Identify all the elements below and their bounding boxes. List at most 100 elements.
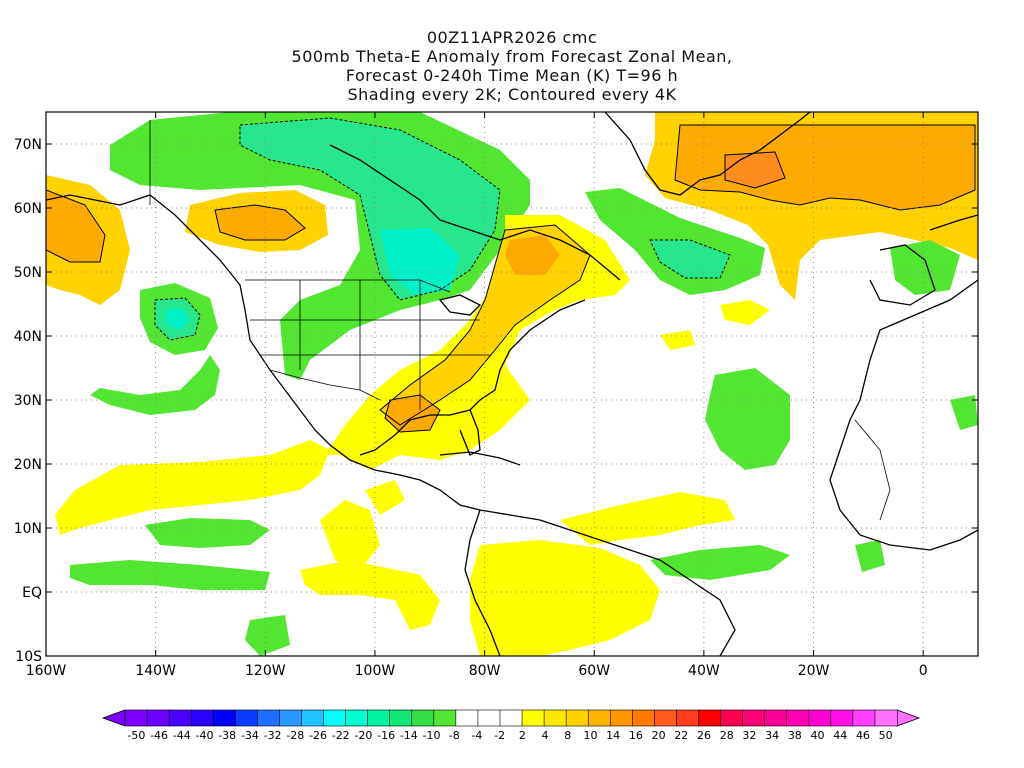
- shade-alaska-warm-core: [46, 190, 105, 262]
- colorbar-swatch: [587, 709, 611, 727]
- colorbar-swatch: [301, 709, 325, 727]
- shade-labrador-cold-core: [650, 240, 730, 278]
- coast-canada-north: [329, 144, 621, 281]
- lat-label: 70N: [14, 137, 42, 153]
- colorbar-swatch: [234, 709, 258, 727]
- lon-label: 60W: [578, 663, 610, 679]
- colorbar-swatch: [609, 709, 633, 727]
- shade-tropical-atlantic-cold: [650, 545, 790, 580]
- colorbar-label: 38: [788, 729, 802, 742]
- colorbar-swatch: [477, 709, 501, 727]
- colorbar-swatch: [433, 709, 457, 727]
- axis-ticks: [45, 112, 978, 657]
- shade-tropical-atlantic-warm: [560, 492, 735, 545]
- colorbar-swatch: [323, 709, 347, 727]
- colorbar-swatch: [543, 709, 567, 727]
- coast-cuba: [439, 451, 521, 466]
- colorbar-label: -26: [309, 729, 327, 742]
- colorbar-swatch: [499, 709, 523, 727]
- colorbar-swatch: [852, 709, 876, 727]
- colorbar-label: -14: [400, 729, 418, 742]
- colorbar-swatch: [742, 709, 766, 727]
- colorbar-label: -2: [494, 729, 505, 742]
- colorbar-swatch: [565, 709, 589, 727]
- political-borders: [149, 120, 891, 521]
- colorbar-swatch: [168, 709, 192, 727]
- longitude-labels: 160W 140W 120W 100W 80W 60W 40W 20W 0: [26, 663, 928, 679]
- colorbar-label: -44: [173, 729, 191, 742]
- colorbar-label: -46: [150, 729, 168, 742]
- lat-label: 10N: [14, 521, 42, 537]
- colorbar-label: 46: [856, 729, 870, 742]
- lon-label: 40W: [688, 663, 720, 679]
- colorbar-label: -20: [354, 729, 372, 742]
- contour-yukon: [214, 204, 306, 241]
- coastlines: [46, 112, 978, 656]
- lon-label: 20W: [798, 663, 830, 679]
- latitude-labels: 70N 60N 50N 40N 30N 20N 10N EQ 10S: [14, 137, 42, 665]
- border-africa-1: [854, 419, 891, 521]
- map-plot-area: [46, 112, 978, 656]
- shade-small-warm-3: [365, 480, 405, 515]
- colorbar-label: -32: [264, 729, 282, 742]
- colorbar-label: 26: [697, 729, 711, 742]
- colorbar-label: 40: [811, 729, 825, 742]
- coast-great-lakes: [438, 294, 482, 316]
- lon-label: 160W: [26, 663, 67, 679]
- colorbar-label: 34: [765, 729, 779, 742]
- colorbar-swatch: [521, 709, 545, 727]
- shade-central-am-warm: [320, 500, 380, 570]
- colorbar-label: -8: [449, 729, 460, 742]
- coast-us-east: [359, 299, 586, 456]
- colorbar-label: 14: [606, 729, 620, 742]
- coast-alaska: [46, 194, 151, 206]
- coast-florida: [459, 409, 481, 456]
- shade-eastus-warm-core: [505, 235, 560, 275]
- shade-yukon-warm-core: [215, 205, 305, 240]
- lat-label: 50N: [14, 265, 42, 281]
- shade-africa-cold-2: [855, 540, 885, 572]
- colorbar-swatch: [257, 709, 281, 727]
- colorbar-label: 8: [564, 729, 571, 742]
- colorbar-label: -4: [471, 729, 482, 742]
- coast-europe: [929, 214, 978, 231]
- coast-greenland: [604, 112, 811, 196]
- border-us-mexico: [269, 369, 381, 401]
- colorbar-label: -16: [377, 729, 395, 742]
- colorbar-right-arrow: [896, 709, 921, 727]
- contour-greenland: [674, 124, 976, 211]
- colorbar-swatch: [808, 709, 832, 727]
- lat-label: EQ: [22, 585, 42, 601]
- shade-small-warm-1: [720, 300, 770, 325]
- colorbar-swatch: [654, 709, 678, 727]
- colorbar-label: 16: [629, 729, 643, 742]
- shade-atlantic-cold: [705, 368, 790, 470]
- colorbar-swatch: [190, 709, 214, 727]
- map-frame: [45, 111, 979, 657]
- colorbar-label: 4: [542, 729, 549, 742]
- title-line-2: 500mb Theta-E Anomaly from Forecast Zona…: [291, 47, 733, 66]
- colorbar-swatch: [455, 709, 479, 727]
- colorbar-swatch: [345, 709, 369, 727]
- colorbar-swatch: [786, 709, 810, 727]
- colorbar-label: 28: [720, 729, 734, 742]
- colorbar-left-arrow: [101, 709, 126, 727]
- colorbar-swatch: [720, 709, 744, 727]
- lon-label: 120W: [245, 663, 286, 679]
- shade-africa-cold-1: [950, 395, 978, 430]
- colorbar-label: -28: [286, 729, 304, 742]
- colorbar-label: 20: [652, 729, 666, 742]
- shade-tropical-pacific-cold-2: [70, 560, 270, 590]
- colorbar: -50 -46 -44 -40 -38 -34 -32 -28 -26 -22 -20 -16 -14-…: [101, 709, 921, 742]
- lat-label: 40N: [14, 329, 42, 345]
- colorbar-swatch: [279, 709, 303, 727]
- colorbar-label: 22: [674, 729, 688, 742]
- coast-na-west: [149, 194, 481, 511]
- shade-greenland-hot-core: [725, 152, 785, 188]
- colorbar-label: 10: [583, 729, 597, 742]
- colorbar-swatch: [411, 709, 435, 727]
- contour-labrador-cold: [649, 239, 731, 279]
- shade-small-warm-2: [660, 330, 695, 350]
- colorbar-label: 2: [519, 729, 526, 742]
